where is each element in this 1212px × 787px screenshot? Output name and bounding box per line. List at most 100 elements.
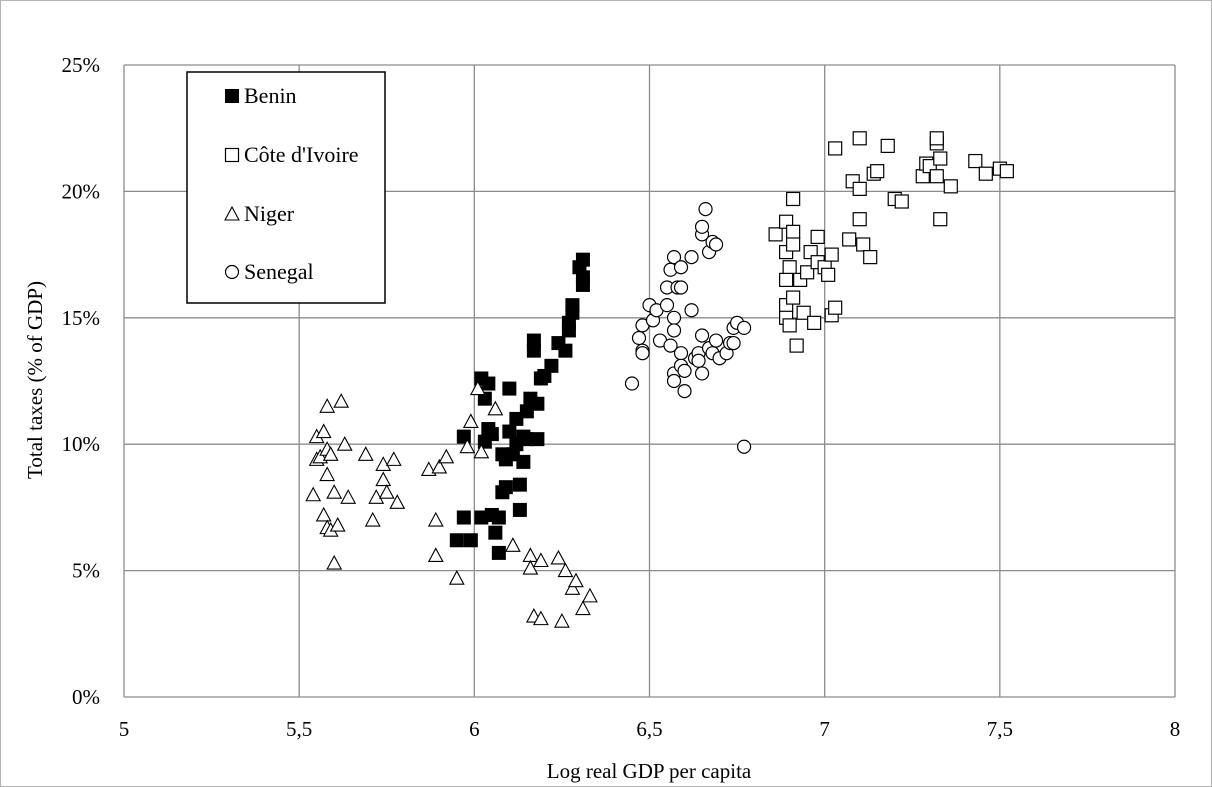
data-point	[340, 489, 357, 504]
data-point	[694, 219, 710, 234]
x-tick-label: 6,5	[636, 717, 662, 741]
data-point	[519, 432, 534, 447]
data-point	[491, 510, 506, 525]
data-point	[870, 164, 885, 179]
data-point	[305, 486, 322, 502]
series-open-triangle	[305, 380, 598, 628]
data-point	[532, 610, 549, 626]
data-point	[624, 376, 640, 391]
data-point	[694, 328, 710, 343]
data-point	[519, 404, 534, 419]
data-point	[565, 298, 580, 313]
data-point	[502, 381, 517, 396]
data-point	[635, 346, 650, 361]
data-point	[557, 562, 574, 578]
data-point	[726, 335, 741, 351]
y-tick-label: 10%	[62, 432, 101, 456]
data-point	[564, 580, 581, 595]
data-point	[663, 338, 678, 353]
data-point	[319, 398, 336, 413]
data-point	[516, 454, 531, 469]
data-point	[894, 194, 909, 209]
legend: Benin Côte d'Ivoire Niger Senegal	[186, 71, 386, 304]
data-point	[852, 181, 867, 196]
data-point	[666, 250, 682, 265]
data-point	[708, 237, 724, 252]
data-point	[530, 396, 545, 411]
data-points	[305, 131, 1014, 628]
data-point	[575, 600, 591, 616]
series-filled-square	[449, 252, 590, 560]
data-point	[786, 224, 801, 239]
data-point	[550, 549, 567, 565]
data-point	[582, 587, 598, 603]
legend-label: Niger	[244, 201, 295, 226]
data-point	[532, 552, 549, 568]
data-point	[666, 323, 682, 338]
data-point	[463, 533, 478, 548]
data-point	[786, 237, 801, 252]
data-point	[796, 305, 811, 320]
data-point	[673, 346, 689, 361]
data-point	[364, 511, 381, 527]
data-point	[326, 484, 343, 499]
data-point	[673, 280, 689, 295]
data-point	[698, 201, 713, 217]
data-point	[779, 272, 794, 287]
series-open-circle	[624, 201, 752, 454]
data-point	[491, 545, 506, 560]
data-point	[474, 510, 489, 525]
data-point	[666, 373, 682, 389]
data-point	[810, 229, 825, 245]
data-point	[484, 427, 499, 442]
legend-box	[186, 71, 386, 304]
data-point	[481, 376, 496, 391]
data-point	[420, 461, 437, 477]
data-point	[473, 443, 490, 459]
x-tick-label: 5,5	[286, 717, 312, 741]
data-point	[431, 458, 448, 474]
data-point	[684, 303, 699, 318]
data-point	[736, 320, 752, 336]
data-point	[575, 277, 590, 292]
data-point	[375, 471, 392, 487]
data-point	[880, 138, 895, 153]
data-point	[448, 570, 465, 585]
y-tick-label: 20%	[62, 179, 101, 203]
data-point	[502, 424, 517, 439]
y-tick-labels: 0% 5% 10% 15% 20% 25%	[62, 53, 101, 709]
data-point	[978, 166, 993, 181]
data-point	[929, 131, 944, 146]
data-point	[512, 502, 527, 517]
data-point	[666, 310, 682, 325]
data-point	[789, 338, 804, 353]
data-point	[336, 436, 353, 451]
data-point	[498, 480, 513, 495]
data-point	[933, 151, 948, 166]
legend-label: Senegal	[244, 259, 314, 284]
data-point	[368, 489, 385, 504]
legend-marker	[225, 89, 239, 103]
data-point	[558, 343, 573, 358]
data-point	[326, 554, 343, 570]
y-tick-label: 15%	[62, 306, 101, 330]
data-point	[459, 438, 476, 454]
data-point	[522, 547, 539, 562]
x-tick-label: 7	[819, 717, 830, 741]
data-point	[968, 153, 983, 169]
data-point	[824, 247, 839, 262]
data-point	[677, 384, 692, 399]
x-tick-labels: 5 5,5 6 6,5 7 7,5 8	[119, 717, 1181, 741]
data-point	[568, 572, 584, 588]
data-point	[427, 547, 444, 562]
data-point	[786, 290, 801, 305]
data-point	[530, 432, 545, 447]
data-point	[357, 446, 374, 461]
data-point	[786, 191, 801, 207]
gridlines	[123, 64, 1176, 698]
data-point	[768, 227, 783, 242]
x-tick-label: 7,5	[987, 717, 1013, 741]
data-point	[487, 400, 504, 416]
data-point	[856, 237, 871, 252]
data-point	[449, 533, 464, 548]
